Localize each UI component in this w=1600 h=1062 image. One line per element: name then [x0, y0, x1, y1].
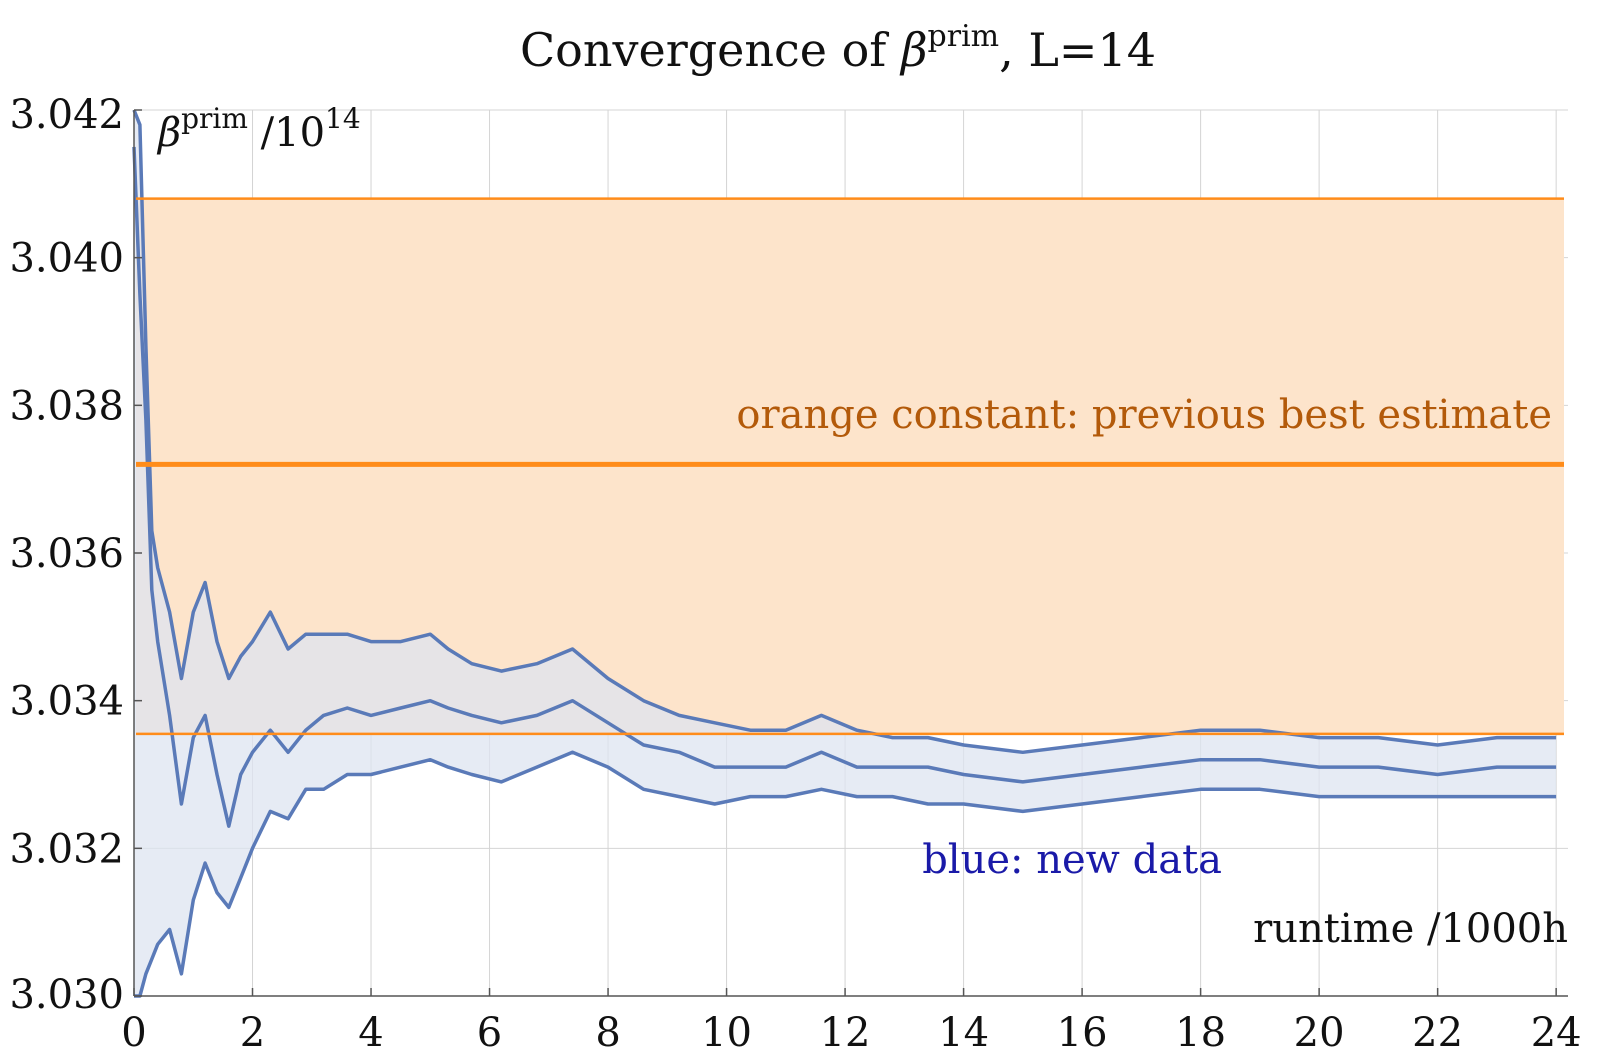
y-label-beta-symbol: β [156, 110, 181, 156]
series-upper-line [132, 109, 1557, 755]
x-tick-label: 12 [820, 1010, 871, 1056]
x-tick-label: 8 [595, 1010, 620, 1056]
x-tick-label: 10 [701, 1010, 752, 1056]
y-tick-label: 3.036 [9, 531, 124, 577]
axes [133, 109, 1568, 997]
x-tick-label: 0 [121, 1010, 146, 1056]
x-tick-label: 22 [1412, 1010, 1463, 1056]
x-tick-label: 2 [240, 1010, 265, 1056]
series-lower-line [134, 750, 1557, 998]
x-tick-label: 6 [477, 1010, 502, 1056]
y-label-superscript: prim [181, 102, 248, 135]
orange-annotation: orange constant: previous best estimate [736, 392, 1552, 438]
y-tick-label: 3.030 [9, 972, 124, 1018]
series-layer [132, 109, 1564, 998]
y-axis-label: βprim /1014 [156, 102, 361, 156]
y-tick-label: 3.038 [9, 383, 124, 429]
chart-title: Convergence of βprim, L=14 [520, 19, 1156, 77]
x-tick-label: 4 [358, 1010, 383, 1056]
blue-annotation: blue: new data [922, 837, 1222, 883]
title-suffix: , L=14 [999, 23, 1156, 77]
x-tick-label: 14 [938, 1010, 989, 1056]
y-tick-label: 3.032 [9, 826, 124, 872]
series-confidence-band [134, 110, 1557, 996]
y-label-divider: /10 [248, 110, 325, 156]
title-prefix: Convergence of [520, 23, 901, 77]
series-center-line [132, 146, 1557, 828]
tick-labels: 0 2 4 6 8 10 12 14 16 18 20 22 243.0303.0323.0343.03… [9, 92, 1581, 1056]
y-tick-label: 3.042 [9, 92, 124, 138]
y-tick-label: 3.040 [9, 236, 124, 282]
x-tick-label: 18 [1175, 1010, 1226, 1056]
x-axis-label: runtime /1000h [1253, 906, 1568, 952]
y-label-exponent: 14 [325, 102, 361, 135]
title-superscript: prim [928, 19, 1000, 54]
x-tick-label: 20 [1294, 1010, 1345, 1056]
x-tick-label: 24 [1531, 1010, 1582, 1056]
x-tick-label: 16 [1057, 1010, 1108, 1056]
title-beta-symbol: β [899, 23, 928, 77]
y-tick-label: 3.034 [9, 679, 124, 725]
